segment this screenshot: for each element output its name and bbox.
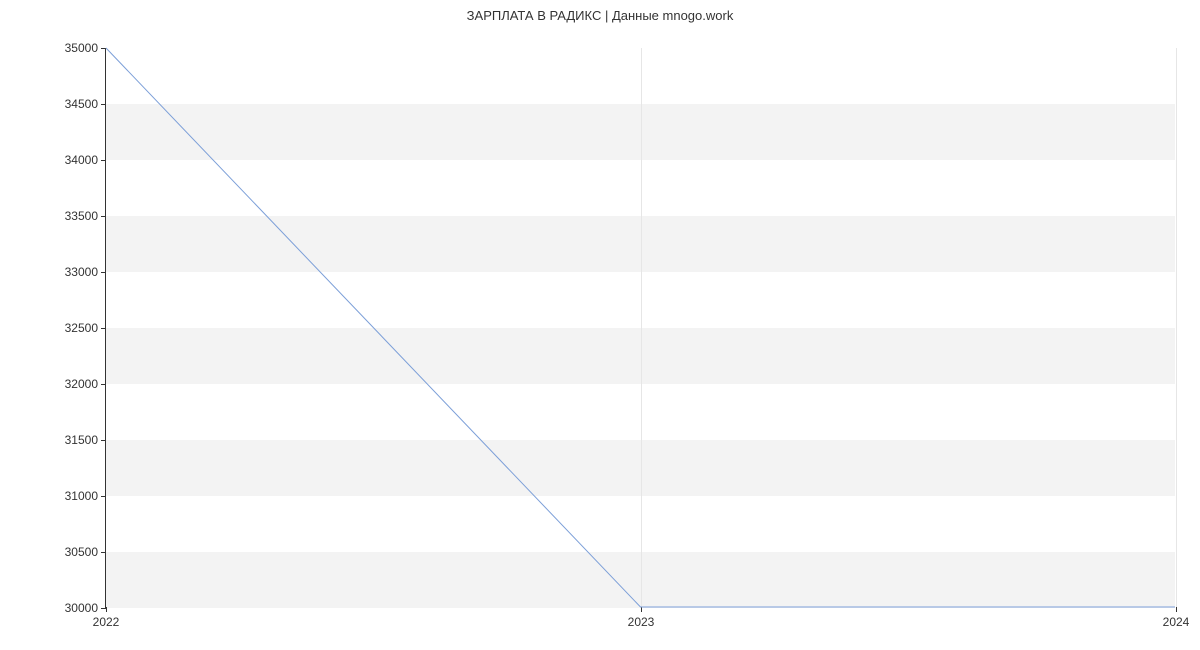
y-tick-label: 32500 <box>65 321 106 335</box>
y-tick-label: 34500 <box>65 97 106 111</box>
y-tick-label: 30500 <box>65 545 106 559</box>
line-layer <box>106 48 1175 607</box>
x-tick-mark <box>106 607 107 612</box>
y-tick-label: 33000 <box>65 265 106 279</box>
y-tick-label: 34000 <box>65 153 106 167</box>
y-tick-label: 32000 <box>65 377 106 391</box>
x-gridline <box>1176 48 1177 607</box>
y-tick-label: 31500 <box>65 433 106 447</box>
chart-title: ЗАРПЛАТА В РАДИКС | Данные mnogo.work <box>0 8 1200 23</box>
y-tick-label: 31000 <box>65 489 106 503</box>
y-tick-label: 33500 <box>65 209 106 223</box>
x-tick-mark <box>641 607 642 612</box>
plot-area: 3000030500310003150032000325003300033500… <box>105 48 1175 608</box>
series-line <box>106 48 1175 607</box>
x-tick-mark <box>1176 607 1177 612</box>
y-tick-label: 35000 <box>65 41 106 55</box>
